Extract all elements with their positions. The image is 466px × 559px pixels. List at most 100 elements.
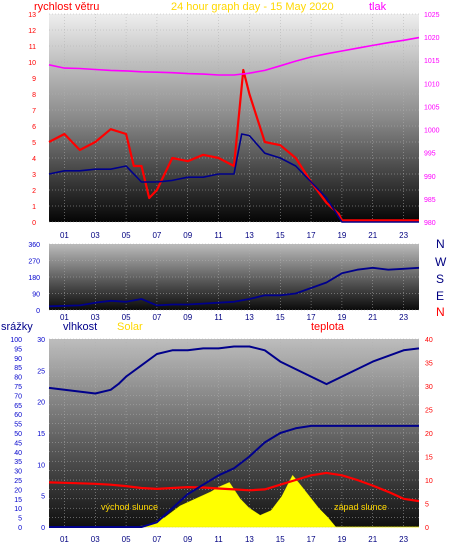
wind-axis-tick-label: 2 bbox=[32, 188, 36, 195]
wind-direction-series-line bbox=[48, 266, 420, 308]
bot-x-tick-label: 17 bbox=[307, 535, 316, 544]
direction-axis-tick-label: 180 bbox=[28, 275, 40, 282]
solar-series-area bbox=[49, 474, 419, 528]
wind-axis-tick-label: 5 bbox=[32, 140, 36, 147]
bot-x-tick-label: 19 bbox=[337, 535, 346, 544]
wind-axis-tick-label: 4 bbox=[32, 156, 36, 163]
pressure-axis-tick-label: 985 bbox=[424, 197, 436, 204]
top-x-tick-label: 17 bbox=[307, 231, 316, 240]
direction-letter-w: W bbox=[435, 255, 447, 269]
humidity-axis-tick-label: 30 bbox=[37, 337, 45, 344]
mid-x-tick-label: 07 bbox=[152, 313, 161, 322]
mid-x-tick-label: 19 bbox=[337, 313, 346, 322]
top-x-tick-label: 01 bbox=[60, 231, 69, 240]
pressure-axis-tick-label: 990 bbox=[424, 174, 436, 181]
rain-axis-tick-label: 65 bbox=[14, 403, 22, 410]
rain-axis-tick-label: 95 bbox=[14, 346, 22, 353]
bot-x-tick-label: 15 bbox=[276, 535, 285, 544]
rain-axis-tick-label: 80 bbox=[14, 375, 22, 382]
rain-axis-tick-label: 75 bbox=[14, 384, 22, 391]
temperature-axis-tick-label: 35 bbox=[425, 361, 433, 368]
rain-series-line bbox=[49, 424, 419, 528]
pressure-axis-tick-label: 1010 bbox=[424, 81, 440, 88]
rain-axis-tick-label: 90 bbox=[14, 356, 22, 363]
pressure-axis-tick-label: 1005 bbox=[424, 104, 440, 111]
wind-pressure-plot-area bbox=[49, 14, 419, 222]
bot-x-tick-label: 09 bbox=[183, 535, 192, 544]
wind-axis-tick-label: 10 bbox=[28, 60, 36, 67]
wind-axis-tick-label: 1 bbox=[32, 204, 36, 211]
humidity-axis-tick-label: 20 bbox=[37, 400, 45, 407]
top-x-tick-label: 11 bbox=[214, 231, 223, 240]
wind-axis-tick-label: 3 bbox=[32, 172, 36, 179]
chart-title: 24 hour graph day - 15 May 2020 bbox=[171, 1, 334, 13]
temperature-series-line bbox=[48, 471, 420, 503]
bot-x-tick-label: 07 bbox=[152, 535, 161, 544]
rain-axis-tick-label: 0 bbox=[18, 525, 22, 532]
mid-x-tick-label: 17 bbox=[307, 313, 316, 322]
pressure-label: tlak bbox=[369, 1, 387, 13]
wind-axis-tick-label: 11 bbox=[29, 44, 36, 51]
solar-label: Solar bbox=[117, 321, 143, 333]
direction-axis-tick-label: 270 bbox=[28, 259, 40, 266]
rain-axis-tick-label: 35 bbox=[14, 459, 22, 466]
humidity-axis-tick-label: 25 bbox=[37, 368, 45, 375]
wind-axis-tick-label: 6 bbox=[32, 124, 36, 131]
direction-axis-tick-label: 90 bbox=[32, 292, 40, 299]
top-x-tick-label: 21 bbox=[368, 231, 377, 240]
rain-axis-tick-label: 70 bbox=[14, 393, 22, 400]
wind-axis-tick-label: 9 bbox=[32, 76, 36, 83]
sunset-annotation: západ slunce bbox=[334, 502, 387, 512]
humidity-axis-tick-label: 0 bbox=[41, 525, 45, 532]
rain-axis-tick-label: 100 bbox=[10, 337, 22, 344]
rain-label: srážky bbox=[1, 321, 33, 333]
mid-x-tick-label: 13 bbox=[245, 313, 254, 322]
rain-axis-tick-label: 55 bbox=[14, 422, 22, 429]
top-x-tick-label: 07 bbox=[152, 231, 161, 240]
rain-axis-tick-label: 85 bbox=[14, 365, 22, 372]
rain-axis-tick-label: 30 bbox=[14, 469, 22, 476]
mid-x-tick-label: 09 bbox=[183, 313, 192, 322]
pressure-axis-tick-label: 1000 bbox=[424, 128, 440, 135]
mid-x-tick-label: 23 bbox=[399, 313, 408, 322]
top-x-tick-label: 05 bbox=[122, 231, 131, 240]
direction-letter-e: E bbox=[436, 289, 444, 303]
rain-axis-tick-label: 45 bbox=[14, 440, 22, 447]
pressure-axis-tick-label: 995 bbox=[424, 151, 436, 158]
wind-avg-series-line bbox=[48, 133, 419, 223]
temperature-axis-tick-label: 0 bbox=[425, 525, 429, 532]
grid-lines bbox=[49, 13, 419, 528]
direction-letter-s: S bbox=[436, 272, 444, 286]
bot-x-tick-label: 05 bbox=[122, 535, 131, 544]
mid-x-tick-label: 05 bbox=[122, 313, 131, 322]
temperature-axis-tick-label: 15 bbox=[425, 455, 433, 462]
bot-x-tick-label: 03 bbox=[91, 535, 100, 544]
wind-axis-tick-label: 8 bbox=[32, 92, 36, 99]
tick-labels: 01 03 05 07 09 11 13 15 17 19 21 230123456789101112… bbox=[10, 12, 439, 544]
top-x-tick-label: 23 bbox=[399, 231, 408, 240]
wind-axis-tick-label: 0 bbox=[32, 220, 36, 227]
humidity-axis-tick-label: 10 bbox=[37, 462, 45, 469]
top-x-tick-label: 19 bbox=[337, 231, 346, 240]
mid-x-tick-label: 03 bbox=[91, 313, 100, 322]
humidity-axis-tick-label: 5 bbox=[41, 494, 45, 501]
temperature-axis-tick-label: 30 bbox=[425, 384, 433, 391]
mid-x-tick-label: 01 bbox=[60, 313, 69, 322]
wind-speed-label: rychlost větru bbox=[34, 1, 99, 13]
top-x-tick-label: 13 bbox=[245, 231, 254, 240]
rain-axis-tick-label: 50 bbox=[14, 431, 22, 438]
temperature-axis-tick-label: 5 bbox=[425, 502, 429, 509]
pressure-axis-tick-label: 1020 bbox=[424, 35, 440, 42]
top-x-tick-label: 03 bbox=[91, 231, 100, 240]
rain-axis-tick-label: 20 bbox=[14, 487, 22, 494]
bot-x-tick-label: 21 bbox=[368, 535, 377, 544]
bot-x-tick-label: 01 bbox=[60, 535, 69, 544]
sunrise-annotation: východ slunce bbox=[101, 502, 158, 512]
pressure-axis-tick-label: 1015 bbox=[424, 58, 440, 65]
wind-axis-tick-label: 7 bbox=[32, 108, 36, 115]
chart-marks bbox=[48, 36, 420, 528]
rain-axis-tick-label: 10 bbox=[14, 506, 22, 513]
humidity-series-line bbox=[48, 345, 420, 395]
